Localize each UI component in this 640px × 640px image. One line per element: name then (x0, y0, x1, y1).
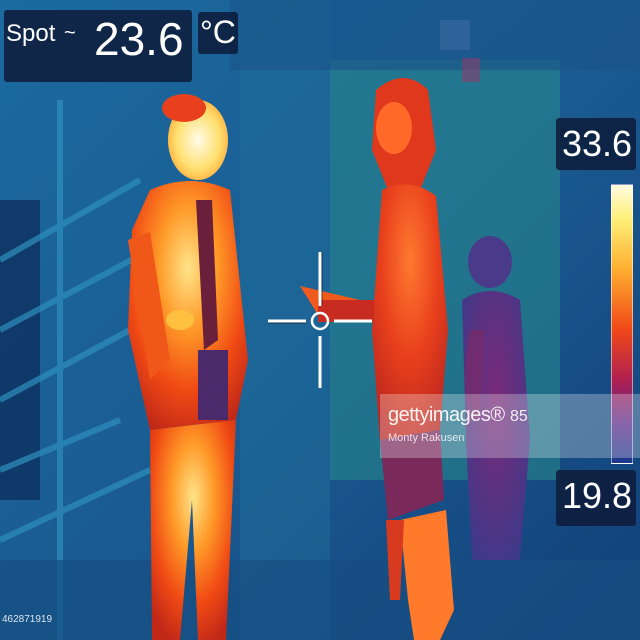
image-id: 462871919 (2, 614, 53, 625)
ceiling-band (230, 0, 640, 70)
spot-mode-label: Spot (6, 20, 56, 47)
watermark-logo: gettyimages® (388, 404, 505, 426)
scale-min-value: 19.8 (562, 475, 633, 516)
spot-readout-panel (4, 10, 192, 82)
scale-max-panel (556, 118, 636, 170)
watermark-band (380, 394, 640, 458)
approx-symbol: ~ (64, 22, 76, 44)
scale-max-value: 33.6 (562, 123, 633, 164)
background-object (462, 58, 480, 82)
scaffold-lines (0, 100, 152, 640)
unit-panel (198, 12, 238, 54)
woman-figure (300, 78, 454, 640)
background-object (440, 20, 470, 50)
watermark-number: 85 (510, 408, 528, 425)
temperature-unit: °C (200, 14, 236, 50)
third-person (462, 236, 530, 560)
spot-temperature-value: 23.6 (94, 13, 184, 65)
crosshair-shadow (268, 252, 323, 324)
scale-min-panel (556, 470, 636, 526)
color-scale-bar (611, 184, 633, 464)
crosshair (268, 252, 372, 388)
watermark-credit: Monty Rakusen (388, 432, 465, 444)
man-figure (128, 94, 248, 640)
floor (0, 560, 640, 640)
